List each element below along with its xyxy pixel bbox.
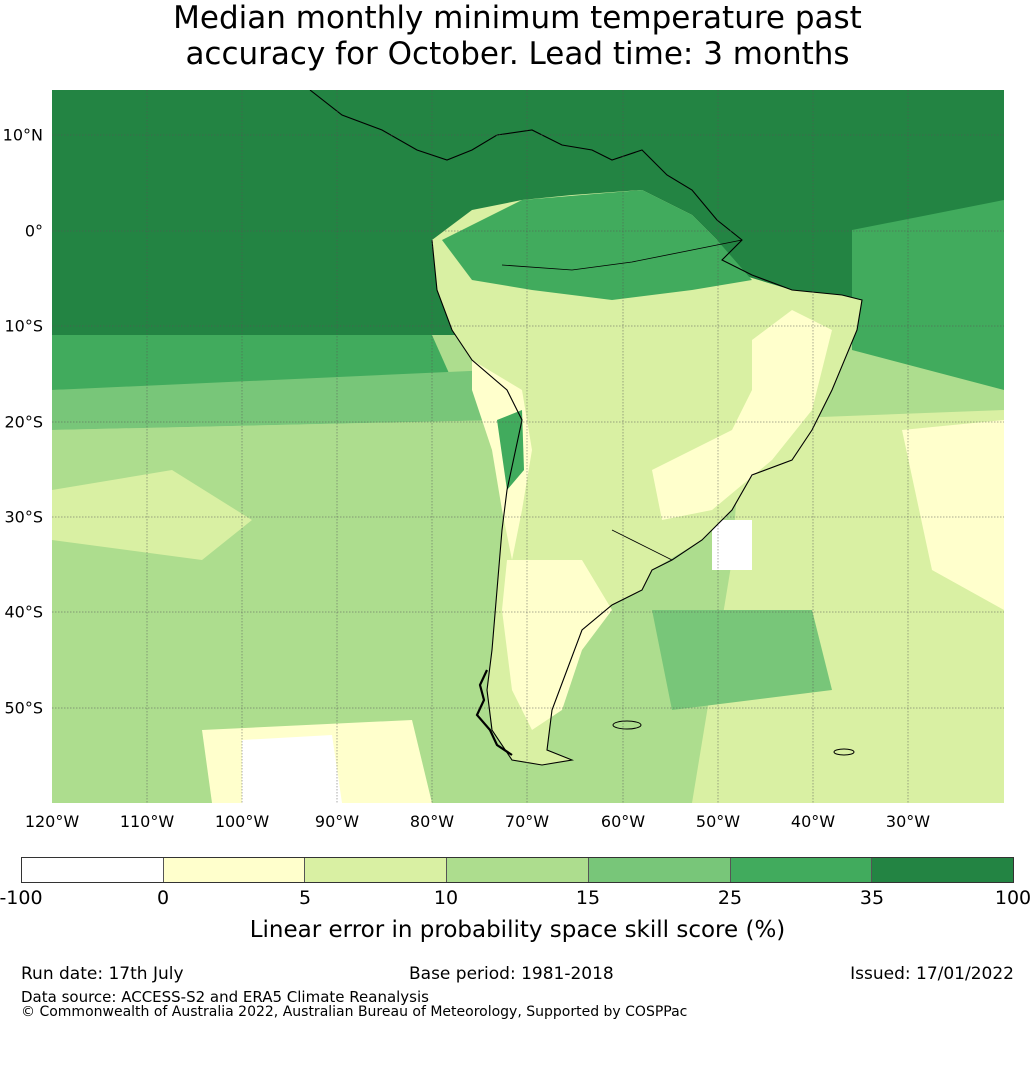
ocean-atlantic-streak <box>712 520 752 570</box>
lon-label-60W: 60°W <box>600 812 646 831</box>
lon-label-50W: 50°W <box>695 812 741 831</box>
lat-label-50S: 50°S <box>4 698 43 718</box>
land-andes-dark <box>497 410 524 490</box>
title-line-1: Median monthly minimum temperature past <box>173 0 862 36</box>
ocean-band-transition <box>52 335 452 390</box>
colorbar-segment-0 <box>22 858 164 882</box>
ocean-clear-patch-southwest <box>242 735 342 803</box>
colorbar-tick-0: -100 <box>0 887 43 909</box>
map-title: Median monthly minimum temperature past … <box>0 0 1035 72</box>
colorbar <box>21 857 1014 883</box>
colorbar-segment-6 <box>872 858 1014 882</box>
coastline <box>309 90 863 766</box>
lon-label-110W: 110°W <box>119 812 175 831</box>
copyright: © Commonwealth of Australia 2022, Austra… <box>21 1004 688 1020</box>
colorbar-tick-1: 0 <box>156 887 170 909</box>
land-amazon-green <box>442 190 752 300</box>
colorbar-segment-2 <box>305 858 448 882</box>
colorbar-segment-4 <box>588 858 731 882</box>
map-canvas <box>52 90 1004 803</box>
data-source: Data source: ACCESS-S2 and ERA5 Climate … <box>21 988 429 1006</box>
ocean-atlantic-clear <box>902 420 1004 610</box>
lat-label-10N: 10°N <box>2 125 43 145</box>
colorbar-label: Linear error in probability space skill … <box>249 917 786 943</box>
ocean-atlantic-green <box>652 610 832 710</box>
issued-date: Issued: 17/01/2022 <box>850 964 1014 984</box>
skill-score-map <box>52 90 1004 803</box>
lon-label-90W: 90°W <box>314 812 360 831</box>
land-patagonia <box>502 560 612 730</box>
title-line-2: accuracy for October. Lead time: 3 month… <box>185 36 850 72</box>
rio-de-la-plata <box>611 529 673 561</box>
map-gridlines <box>52 90 1004 803</box>
run-date: Run date: 17th July <box>21 964 184 984</box>
colorbar-tick-6: 35 <box>859 887 885 909</box>
falkland-islands <box>612 720 642 730</box>
lon-label-70W: 70°W <box>504 812 550 831</box>
lon-label-120W: 120°W <box>24 812 80 831</box>
lon-label-30W: 30°W <box>885 812 931 831</box>
lat-label-10S: 10°S <box>4 316 43 336</box>
ocean-band-mid <box>52 370 502 430</box>
lon-label-40W: 40°W <box>790 812 836 831</box>
colorbar-tick-3: 10 <box>433 887 459 909</box>
south-georgia <box>833 748 855 756</box>
colorbar-tick-5: 25 <box>717 887 743 909</box>
base-period: Base period: 1981-2018 <box>409 964 614 984</box>
colorbar-segment-1 <box>163 858 306 882</box>
amazon-river <box>501 239 743 271</box>
colorbar-tick-2: 5 <box>298 887 312 909</box>
lat-label-0: 0° <box>24 221 43 241</box>
lon-label-100W: 100°W <box>214 812 270 831</box>
colorbar-tick-7: 100 <box>994 887 1032 909</box>
colorbar-segment-5 <box>730 858 873 882</box>
ocean-dry-patch-west <box>52 470 252 560</box>
lat-label-40S: 40°S <box>4 602 43 622</box>
lon-label-80W: 80°W <box>409 812 455 831</box>
ocean-band-atlantic-east <box>852 200 1004 390</box>
chile-fjords <box>475 669 513 756</box>
colorbar-tick-4: 15 <box>575 887 601 909</box>
colorbar-segment-3 <box>447 858 589 882</box>
land-dry-interior <box>652 310 832 520</box>
lat-label-20S: 20°S <box>4 412 43 432</box>
lat-label-30S: 30°S <box>4 507 43 527</box>
